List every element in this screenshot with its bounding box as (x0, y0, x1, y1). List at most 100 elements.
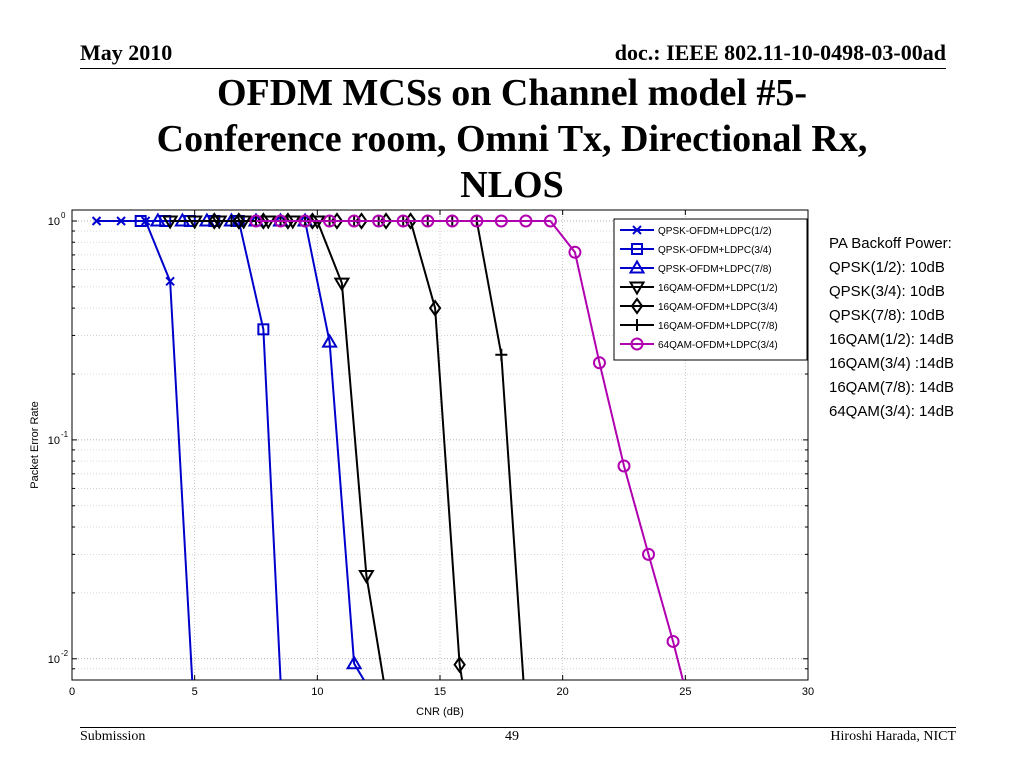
data-point (421, 214, 435, 228)
footer-divider (80, 727, 956, 728)
data-point (208, 212, 221, 230)
data-point (225, 215, 238, 227)
data-point (186, 215, 203, 230)
legend-item: 16QAM-OFDM+LDPC(3/4) (620, 297, 778, 315)
data-point (396, 214, 410, 228)
note-line: QPSK(1/2): 10dB (829, 259, 945, 276)
note-line: QPSK(7/8): 10dB (829, 307, 945, 324)
x-tick-label: 20 (557, 686, 569, 698)
note-line: QPSK(3/4): 10dB (829, 283, 945, 300)
legend-swatch-marker (631, 319, 643, 331)
data-point (372, 214, 386, 228)
header-doc-id: doc.: IEEE 802.11-10-0498-03-00ad (614, 40, 946, 65)
series-line (231, 220, 525, 681)
y-tick-label: 10-2 (48, 649, 69, 666)
chart-legend: QPSK-OFDM+LDPC(1/2) QPSK-OFDM+LDPC(3/4) QP… (613, 218, 808, 361)
data-point (91, 216, 102, 226)
legend-item: 16QAM-OFDM+LDPC(1/2) (620, 281, 778, 296)
header-divider (80, 68, 946, 69)
data-point (249, 214, 263, 228)
series (225, 215, 525, 681)
series-line (256, 220, 684, 681)
data-point (543, 214, 557, 228)
series (149, 212, 365, 681)
y-axis-label: Packet Error Rate (29, 401, 41, 488)
legend-label: 16QAM-OFDM+LDPC(7/8) (658, 321, 778, 332)
data-point (428, 299, 442, 317)
x-tick-label: 10 (311, 686, 323, 698)
x-tick-label: 30 (802, 686, 814, 698)
data-point (116, 216, 126, 226)
slide-title: OFDM MCSs on Channel model #5- Conferenc… (0, 70, 1024, 208)
legend-swatch-marker (632, 225, 642, 235)
data-point (617, 459, 631, 473)
legend-item: QPSK-OFDM+LDPC(7/8) (620, 259, 772, 275)
series (91, 216, 194, 681)
y-tick-label: 100 (48, 211, 66, 228)
y-tick-exponent: -2 (61, 649, 69, 658)
legend-swatch-marker (631, 243, 643, 255)
legend-swatch-marker (630, 337, 644, 351)
note-line: 64QAM(3/4): 14dB (829, 403, 955, 420)
data-point (257, 323, 270, 336)
data-point (453, 655, 466, 674)
series (134, 215, 282, 681)
data-point (358, 570, 375, 585)
data-point (298, 214, 312, 228)
x-tick-label: 0 (69, 686, 75, 698)
legend-item: QPSK-OFDM+LDPC(3/4) (620, 243, 772, 256)
note-line: 16QAM(1/2): 14dB (829, 331, 955, 348)
data-point (161, 215, 179, 230)
data-point (470, 214, 484, 228)
x-tick-label: 25 (679, 686, 691, 698)
data-point (165, 276, 175, 287)
legend-label: QPSK-OFDM+LDPC(1/2) (658, 226, 772, 237)
legend-label: 64QAM-OFDM+LDPC(3/4) (658, 340, 778, 351)
data-point (592, 356, 606, 370)
y-tick-label: 10-1 (48, 430, 69, 447)
x-axis-label: CNR (dB) (416, 706, 464, 718)
note-line: 16QAM(3/4) :14dB (829, 355, 955, 372)
series-line (96, 220, 194, 681)
data-point (323, 214, 337, 228)
note-line: PA Backoff Power: (829, 235, 952, 252)
data-point (274, 214, 288, 228)
y-tick-base: 10 (48, 216, 60, 228)
y-tick-base: 10 (48, 654, 60, 666)
data-point (134, 215, 147, 227)
data-point (333, 277, 351, 292)
slide-title-line: Conference room, Omni Tx, Directional Rx… (156, 118, 868, 160)
data-point (568, 245, 582, 259)
x-tick-label: 5 (192, 686, 198, 698)
pa-backoff-note: PA Backoff Power: QPSK(1/2): 10dB QPSK(3… (829, 232, 954, 424)
legend-swatch-marker (628, 281, 646, 296)
legend-label: 16QAM-OFDM+LDPC(1/2) (658, 283, 778, 294)
data-point (642, 547, 656, 561)
note-line: 16QAM(7/8): 14dB (829, 379, 955, 396)
footer-page-number: 49 (505, 729, 519, 744)
header-date: May 2010 (80, 40, 173, 65)
series-layer (91, 212, 684, 681)
legend-label: QPSK-OFDM+LDPC(3/4) (658, 245, 772, 256)
x-tick-label: 15 (434, 686, 446, 698)
y-tick-exponent: -1 (61, 430, 69, 439)
legend-swatch-marker (628, 259, 646, 274)
data-point (495, 348, 508, 361)
data-point (519, 214, 533, 228)
series (249, 214, 684, 681)
legend-item: QPSK-OFDM+LDPC(1/2) (620, 225, 772, 237)
legend-item: 16QAM-OFDM+LDPC(7/8) (620, 319, 778, 332)
data-point (345, 655, 363, 670)
slide-title-line: NLOS (460, 164, 564, 206)
data-point (232, 212, 246, 230)
legend-label: QPSK-OFDM+LDPC(7/8) (658, 264, 772, 275)
legend-swatch-marker (630, 297, 644, 315)
data-point (494, 214, 508, 228)
data-point (666, 634, 680, 648)
slide-title-line: OFDM MCSs on Channel model #5- (216, 72, 808, 114)
footer-submission: Submission (80, 729, 146, 744)
legend-box (613, 218, 808, 361)
data-point (321, 333, 338, 348)
y-tick-base: 10 (48, 435, 60, 447)
